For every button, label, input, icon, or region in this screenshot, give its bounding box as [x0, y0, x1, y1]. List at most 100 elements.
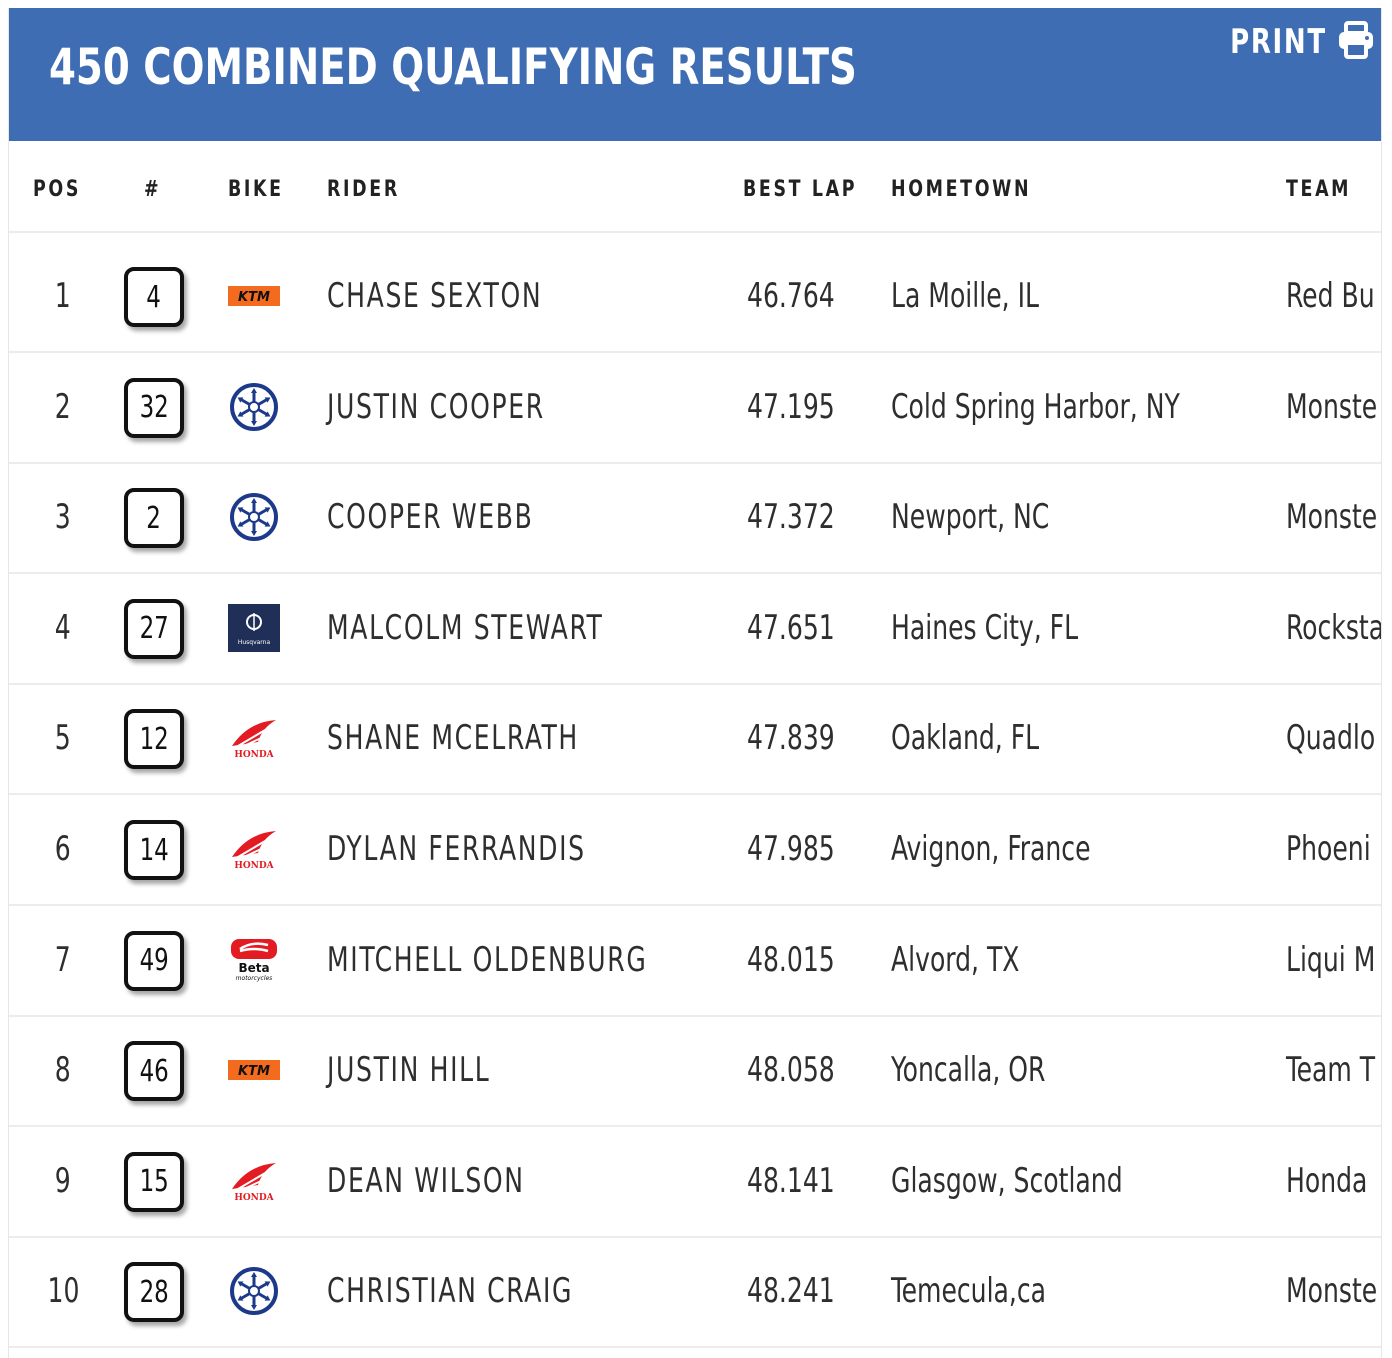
number-plate: 15: [124, 1151, 184, 1212]
rider-name[interactable]: JUSTIN COOPER: [327, 386, 545, 427]
husqvarna-logo-icon: Husqvarna: [227, 602, 281, 654]
svg-text:Husqvarna: Husqvarna: [238, 639, 271, 646]
rider-name[interactable]: CHASE SEXTON: [327, 276, 543, 316]
position-cell: 2: [55, 386, 71, 427]
best-lap-cell: 48.015: [747, 939, 835, 980]
table-row[interactable]: 5 12 HONDA SHANE MCELRATH 47.839 Oakland, FL Q…: [9, 683, 1381, 796]
position-cell: 6: [55, 829, 71, 869]
number-plate: 12: [124, 709, 184, 770]
svg-text:HONDA: HONDA: [234, 1193, 274, 1203]
yamaha-logo-icon: [227, 491, 281, 543]
number-plate: 14: [124, 820, 184, 880]
hometown-cell: Yoncalla, OR: [891, 1050, 1046, 1091]
team-cell: Rocksta: [1286, 607, 1382, 648]
print-label: PRINT: [1230, 22, 1327, 62]
best-lap-cell: 47.195: [747, 386, 835, 427]
hometown-cell: Cold Spring Harbor, NY: [891, 386, 1180, 427]
table-row[interactable]: 6 14 HONDA DYLAN FERRANDIS 47.985 Avignon, Fr…: [9, 794, 1381, 906]
honda-logo-icon: HONDA: [227, 712, 281, 764]
position-cell: 1: [55, 276, 71, 316]
team-cell: Red Bu: [1286, 276, 1375, 316]
yamaha-logo-icon: [227, 381, 281, 433]
rider-name[interactable]: CHRISTIAN CRAIG: [327, 1271, 574, 1312]
page-title: 450 COMBINED QUALIFYING RESULTS: [49, 38, 857, 96]
table-row[interactable]: 2 32 JUSTIN COOPER 47.195 Cold Spring Harbor…: [9, 352, 1381, 464]
best-lap-cell: 48.058: [747, 1050, 835, 1091]
hometown-cell: Glasgow, Scotland: [891, 1160, 1123, 1201]
svg-text:KTM: KTM: [238, 290, 270, 305]
col-number[interactable]: #: [144, 177, 162, 202]
hometown-cell: Temecula,ca: [891, 1271, 1047, 1312]
best-lap-cell: 47.985: [747, 829, 835, 869]
team-cell: Phoeni: [1286, 829, 1371, 869]
col-hometown[interactable]: HOMETOWN: [891, 177, 1032, 202]
hometown-cell: Newport, NC: [891, 497, 1050, 538]
number-plate: 27: [124, 598, 184, 659]
number-plate: 28: [124, 1262, 184, 1323]
col-pos[interactable]: POS: [33, 177, 82, 202]
table-row[interactable]: 3 2 COOPER WEBB 47.372 Newport, NC Monste: [9, 462, 1381, 575]
ktm-logo-icon: KTM: [227, 270, 281, 322]
beta-logo-icon: Beta motorcycles: [227, 934, 281, 986]
table-row[interactable]: 1 4 KTM CHASE SEXTON 46.764 La Moille, IL Red …: [9, 241, 1381, 353]
yamaha-logo-icon: [227, 1265, 281, 1317]
col-bike[interactable]: BIKE: [228, 177, 284, 202]
svg-text:motorcycles: motorcycles: [236, 975, 273, 982]
print-button[interactable]: PRINT: [1213, 21, 1375, 63]
svg-text:Beta: Beta: [238, 961, 269, 975]
rider-name[interactable]: JUSTIN HILL: [327, 1050, 491, 1091]
hometown-cell: Oakland, FL: [891, 718, 1040, 759]
table-row[interactable]: 4 27 Husqvarna MALCOLM STEWART 47.651 Haines …: [9, 573, 1381, 685]
hometown-cell: Avignon, France: [891, 829, 1091, 869]
col-rider[interactable]: RIDER: [327, 177, 400, 202]
table-header: POS # BIKE RIDER BEST LAP HOMETOWN TEAM: [9, 141, 1381, 233]
col-best-lap[interactable]: BEST LAP: [743, 177, 858, 202]
team-cell: Team T: [1286, 1050, 1376, 1091]
best-lap-cell: 47.651: [747, 607, 835, 648]
svg-text:HONDA: HONDA: [234, 861, 274, 871]
number-plate: 49: [124, 930, 184, 991]
honda-logo-icon: HONDA: [227, 823, 281, 875]
best-lap-cell: 48.141: [747, 1160, 835, 1201]
table-row[interactable]: 8 46 KTM JUSTIN HILL 48.058 Yoncalla, OR Team …: [9, 1015, 1381, 1128]
best-lap-cell: 47.372: [747, 497, 835, 538]
number-plate: 4: [124, 267, 184, 327]
team-cell: Monste: [1286, 1271, 1378, 1312]
svg-text:KTM: KTM: [238, 1064, 270, 1079]
position-cell: 4: [55, 607, 71, 648]
number-plate: 46: [124, 1041, 184, 1102]
svg-text:HONDA: HONDA: [234, 750, 274, 760]
team-cell: Honda: [1286, 1160, 1368, 1201]
best-lap-cell: 46.764: [747, 276, 835, 316]
number-plate: 32: [124, 377, 184, 438]
table-row[interactable]: 7 49 Beta motorcycles MITCHELL OLDENBURG 48.0…: [9, 905, 1381, 1017]
honda-logo-icon: HONDA: [227, 1155, 281, 1207]
printer-icon: [1337, 21, 1375, 63]
position-cell: 10: [47, 1271, 79, 1312]
results-panel: 450 COMBINED QUALIFYING RESULTS PRINT PO…: [8, 8, 1382, 1358]
best-lap-cell: 47.839: [747, 718, 835, 759]
position-cell: 8: [55, 1050, 71, 1091]
hometown-cell: Haines City, FL: [891, 607, 1079, 648]
table-row[interactable]: 10 28 CHRISTIAN CRAIG 48.241 Temecula,ca Mons…: [9, 1236, 1381, 1349]
rider-name[interactable]: SHANE MCELRATH: [327, 718, 579, 759]
team-cell: Monste: [1286, 386, 1378, 427]
rider-name[interactable]: MITCHELL OLDENBURG: [327, 939, 648, 980]
team-cell: Quadlo: [1286, 718, 1376, 759]
rider-name[interactable]: COOPER WEBB: [327, 497, 534, 538]
ktm-logo-icon: KTM: [227, 1044, 281, 1096]
position-cell: 5: [55, 718, 71, 759]
hometown-cell: La Moille, IL: [891, 276, 1039, 316]
best-lap-cell: 48.241: [747, 1271, 835, 1312]
table-row[interactable]: 9 15 HONDA DEAN WILSON 48.141 Glasgow, Scotla…: [9, 1126, 1381, 1238]
team-cell: Liqui M: [1286, 939, 1376, 980]
rider-name[interactable]: MALCOLM STEWART: [327, 607, 604, 648]
rider-name[interactable]: DYLAN FERRANDIS: [327, 829, 586, 869]
rider-name[interactable]: DEAN WILSON: [327, 1160, 525, 1201]
team-cell: Monste: [1286, 497, 1378, 538]
results-header: 450 COMBINED QUALIFYING RESULTS PRINT: [9, 8, 1381, 141]
hometown-cell: Alvord, TX: [891, 939, 1020, 980]
col-team[interactable]: TEAM: [1286, 177, 1352, 202]
position-cell: 3: [55, 497, 71, 538]
position-cell: 9: [55, 1160, 71, 1201]
